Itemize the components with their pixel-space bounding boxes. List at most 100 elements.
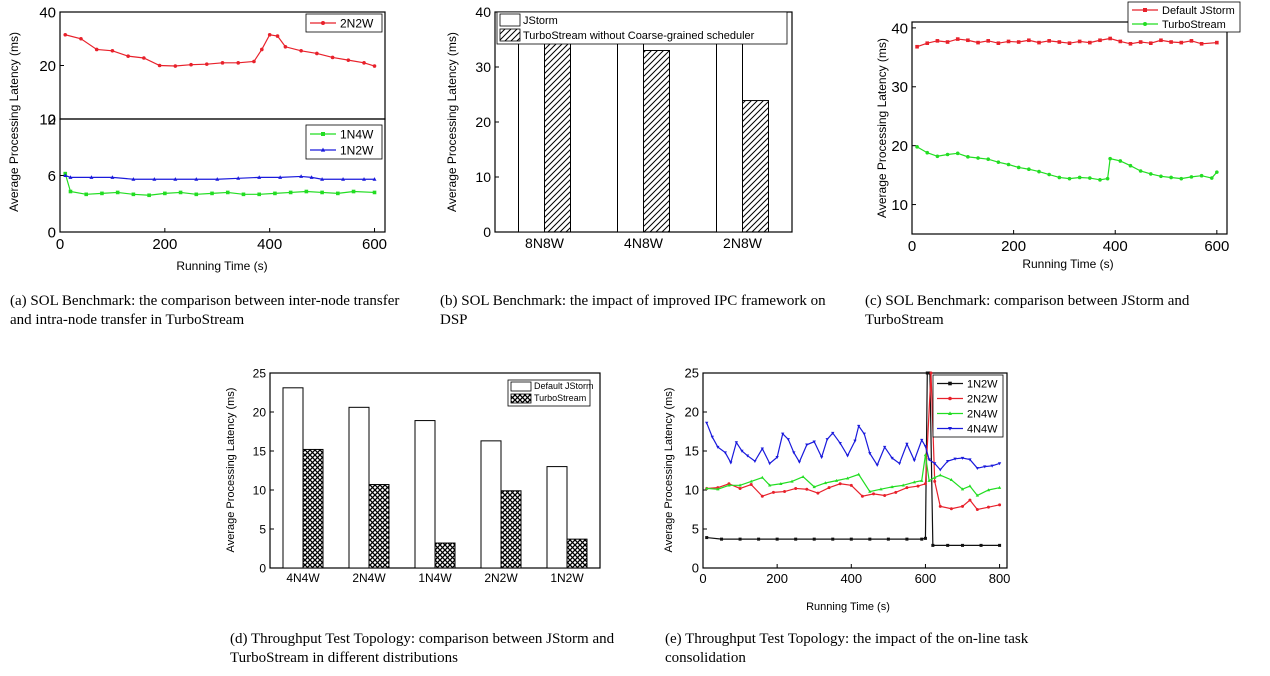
bar-default-jstorm: [546, 466, 568, 569]
data-point-4N4W: [775, 456, 779, 460]
data-point-1N2W: [738, 537, 742, 541]
data-point-1N2W: [946, 543, 950, 547]
data-point-1N2W: [961, 543, 965, 547]
data-point-2N2W: [63, 32, 68, 37]
legend-box: [932, 374, 1004, 438]
data-point-2N4W: [920, 478, 924, 482]
x-tick-label: 2N4W: [352, 571, 386, 585]
data-point-TurboStream: [945, 152, 950, 157]
data-point-4N4W: [897, 462, 902, 466]
data-point-1N4W: [304, 189, 309, 194]
legend-swatch: [510, 393, 532, 404]
data-point-TurboStream: [935, 154, 940, 159]
data-point-2N4W: [779, 481, 783, 485]
legend-box: [1127, 1, 1241, 33]
y-tick-label: 40: [39, 4, 56, 21]
data-point-TurboStream: [915, 145, 919, 149]
x-tick-label: 200: [152, 236, 177, 253]
data-point-Default JStorm: [1027, 38, 1031, 43]
data-point-1N2W: [194, 177, 199, 181]
data-point-4N4W: [812, 440, 816, 444]
data-point-4N4W: [953, 457, 957, 461]
data-point-2N2W: [783, 490, 787, 494]
caption-e: (e) Throughput Test Topology: the impact…: [665, 631, 1029, 666]
x-tick-label: 1N2W: [550, 571, 584, 585]
data-point-1N2W: [905, 537, 909, 541]
data-point-Default JStorm: [1189, 39, 1194, 43]
data-point-2N4W: [716, 487, 720, 491]
data-point-2N2W: [94, 47, 99, 52]
x-tick-label: 800: [989, 571, 1011, 586]
data-point-1N4W: [210, 191, 214, 196]
data-point-4N4W: [862, 432, 866, 436]
data-point-1N2W: [173, 177, 178, 181]
data-point-TurboStream: [1179, 176, 1184, 181]
data-point-Default JStorm: [1088, 40, 1092, 45]
caption-a: (a) SOL Benchmark: the comparison betwee…: [10, 293, 400, 328]
x-tick-label: 600: [915, 571, 937, 586]
legend-label-2N4W: 2N4W: [967, 408, 998, 420]
legend-marker-4N4W: [948, 427, 952, 431]
data-point-2N4W: [879, 487, 883, 491]
data-point-2N2W: [849, 483, 853, 487]
data-point-2N2W: [923, 482, 927, 486]
data-point-2N2W: [894, 490, 898, 494]
data-point-2N4W: [868, 489, 872, 493]
data-point-2N4W: [705, 486, 709, 490]
data-point-TurboStream: [966, 155, 970, 159]
data-point-2N2W: [330, 55, 335, 60]
data-point-4N4W: [831, 431, 835, 435]
data-point-1N4W: [100, 191, 104, 196]
data-point-2N2W: [771, 490, 775, 494]
legend-label-2N2W: 2N2W: [340, 16, 374, 30]
data-point-TurboStream: [1169, 175, 1173, 180]
data-point-2N4W: [845, 476, 850, 480]
x-axis-label: Running Time (s): [1022, 257, 1113, 271]
data-point-Default JStorm: [996, 41, 1001, 45]
y-tick-label: 5: [692, 522, 699, 537]
data-point-Default JStorm: [1118, 39, 1123, 44]
series-line-1N2W: [65, 174, 375, 180]
legend-swatch: [499, 13, 521, 27]
legend-marker-Default JStorm: [1143, 8, 1147, 12]
y-tick-label: 10: [685, 483, 699, 498]
data-point-2N2W: [961, 504, 965, 508]
y-tick-label: 0: [483, 224, 491, 240]
data-point-4N4W: [734, 441, 739, 445]
x-tick-label: 400: [840, 571, 862, 586]
y-tick-label: 5: [259, 522, 266, 536]
data-point-4N4W: [875, 463, 879, 467]
data-point-2N4W: [738, 483, 742, 487]
data-point-TurboStream: [986, 157, 991, 162]
data-point-4N4W: [968, 458, 972, 462]
data-point-1N2W: [720, 537, 724, 541]
y-tick-label: 20: [475, 114, 491, 130]
data-point-1N2W: [320, 177, 325, 181]
data-point-2N2W: [838, 482, 842, 486]
y-tick-label: 40: [475, 4, 491, 20]
data-point-1N4W: [273, 191, 277, 196]
y-tick-label: 25: [685, 366, 699, 381]
data-point-2N4W: [812, 485, 816, 489]
data-point-4N4W: [781, 432, 785, 436]
data-point-TurboStream: [1138, 169, 1143, 173]
data-point-Default JStorm: [935, 39, 940, 43]
x-tick-label: 4N8W: [624, 235, 664, 251]
y-tick-label: 15: [253, 444, 267, 458]
bar-default-jstorm: [480, 440, 502, 569]
data-point-1N2W: [920, 537, 924, 541]
data-point-2N2W: [260, 47, 264, 52]
data-point-2N4W: [890, 485, 894, 489]
data-point-1N2W: [757, 537, 761, 541]
data-point-4N4W: [710, 435, 714, 439]
data-point-1N2W: [923, 536, 927, 540]
data-point-4N4W: [753, 459, 757, 463]
data-point-TurboStream: [1148, 172, 1153, 176]
data-point-2N2W: [794, 486, 798, 490]
data-point-2N4W: [760, 475, 764, 479]
data-point-1N2W: [110, 175, 115, 179]
data-point-4N4W: [805, 443, 809, 447]
data-point-2N2W: [827, 486, 831, 490]
data-point-4N4W: [792, 451, 796, 455]
